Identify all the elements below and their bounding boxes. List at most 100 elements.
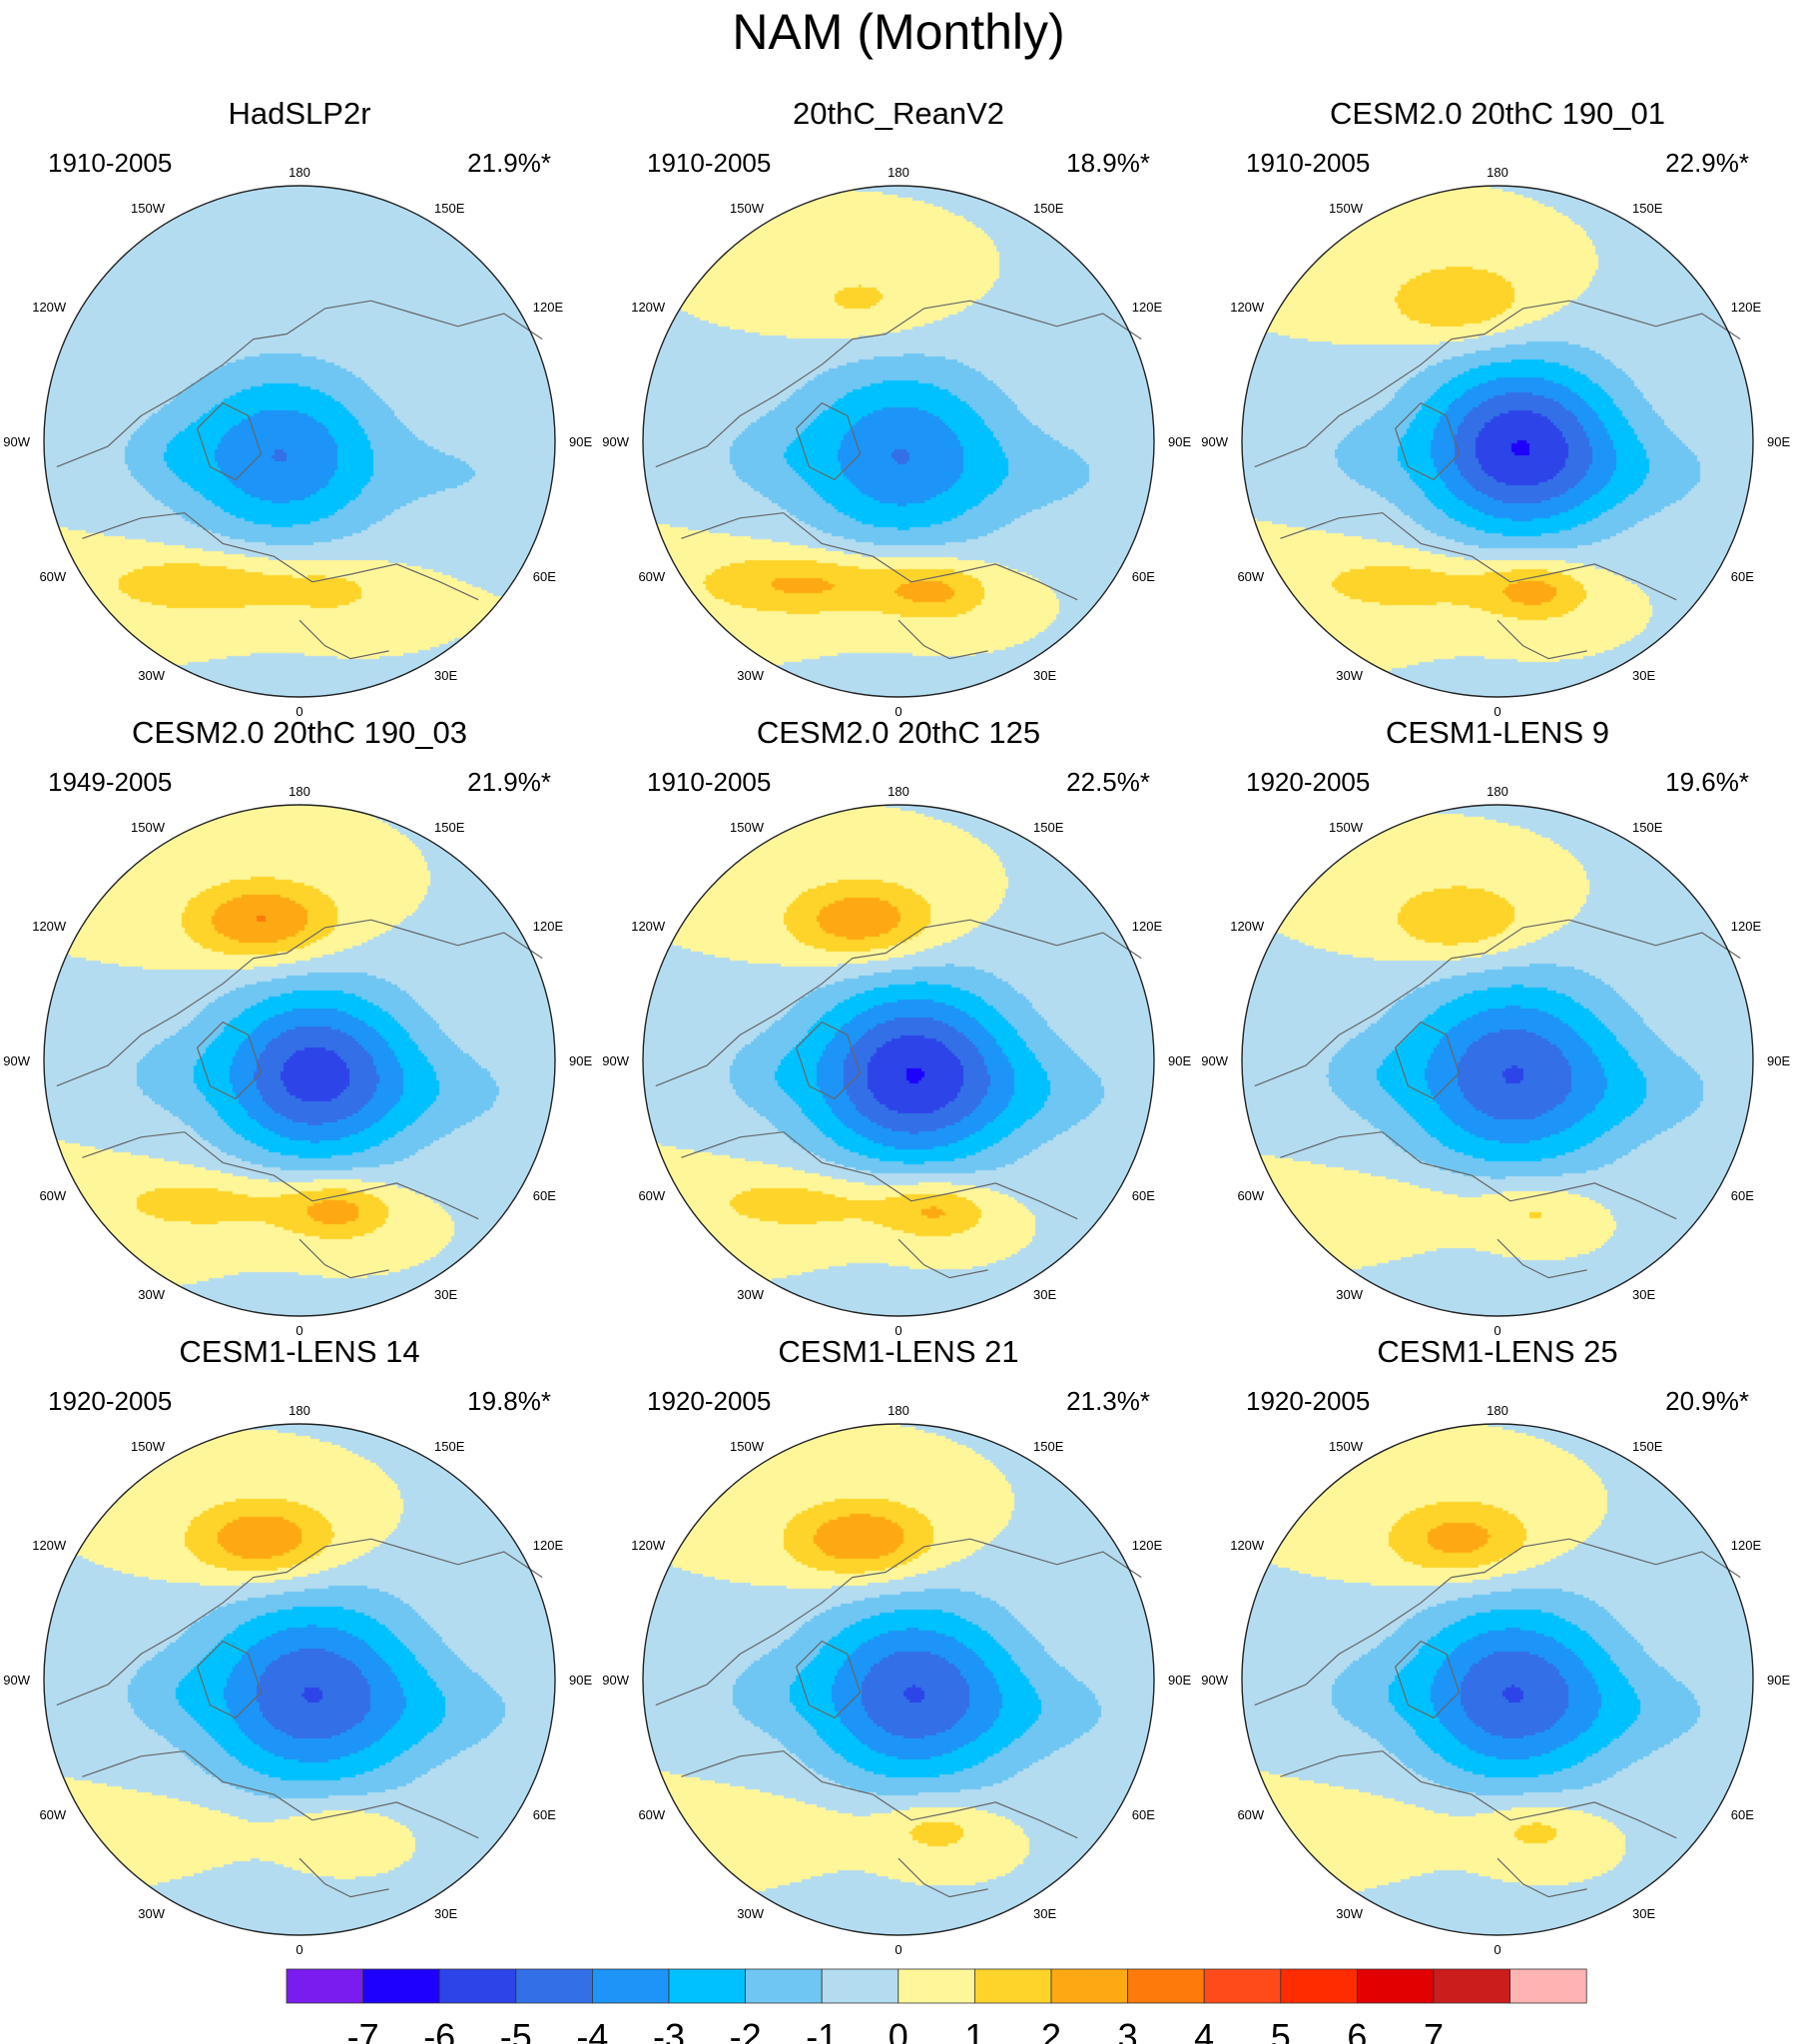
map-panel: 20thC_ReanV2 1910-2005 18.9%* 180 150E 120E 90…: [599, 96, 1198, 719]
field-shading: [44, 186, 555, 697]
longitude-label: 150E: [1033, 820, 1064, 835]
longitude-label: 180: [888, 165, 909, 180]
panel-variance: 21.3%*: [1066, 1386, 1150, 1416]
longitude-label: 120W: [32, 300, 67, 315]
coastlines: [1254, 919, 1741, 1279]
longitude-label: 150W: [131, 820, 166, 835]
colorbar-box: [286, 1968, 363, 2004]
colorbar-label: 5: [1271, 2016, 1291, 2044]
longitude-label: 30E: [1632, 668, 1655, 683]
panel-period: 1920-2005: [1246, 1386, 1371, 1416]
coastlines: [56, 300, 543, 660]
field-shading: [44, 805, 555, 1316]
map-overlay: 180 150E 120E 90E 60E 30E 0 30W 60W 90W 120W 150W: [602, 784, 1191, 1338]
panel-title: HadSLP2r: [228, 96, 371, 131]
longitude-label: 120W: [631, 919, 666, 934]
longitude-label: 150W: [730, 201, 765, 216]
map-panel: CESM2.0 20thC 190_03 1949-2005 21.9%* 180 15…: [0, 715, 599, 1338]
longitude-label: 0: [895, 1942, 901, 1957]
map-panel: CESM2.0 20thC 190_01 1910-2005 22.9%* 180 15…: [1198, 96, 1797, 719]
longitude-label: 60E: [1132, 1807, 1155, 1822]
field-shading: [1242, 1424, 1753, 1935]
longitude-label: 120E: [1132, 1538, 1163, 1553]
longitude-label: 150E: [434, 1439, 465, 1454]
longitude-label: 0: [1494, 704, 1500, 719]
longitude-label: 60W: [638, 1807, 665, 1822]
longitude-label: 150E: [1632, 1439, 1663, 1454]
field-shading: [1242, 805, 1753, 1316]
longitude-label: 30W: [1336, 668, 1363, 683]
longitude-label: 60W: [638, 1188, 665, 1203]
longitude-label: 30E: [1632, 1906, 1655, 1921]
polar-map: 180 150E 120E 90E 60E 30E 0 30W 60W 90W 120W 150W: [599, 160, 1198, 719]
longitude-label: 60W: [1237, 1188, 1264, 1203]
longitude-label: 180: [289, 165, 310, 180]
map-overlay: 180 150E 120E 90E 60E 30E 0 30W 60W 90W 120W 150W: [3, 165, 592, 719]
colorbar-box: [745, 1968, 823, 2004]
panel-period: 1920-2005: [1246, 767, 1371, 797]
longitude-label: 90W: [602, 434, 629, 449]
panel-variance: 22.9%*: [1665, 148, 1749, 178]
longitude-label: 30W: [138, 1287, 165, 1302]
longitude-label: 60E: [1731, 1188, 1754, 1203]
map-overlay: 180 150E 120E 90E 60E 30E 0 30W 60W 90W 120W 150W: [3, 1403, 592, 1957]
map-boundary: [642, 185, 1155, 698]
colorbar-box: [1280, 1968, 1358, 2004]
longitude-label: 30W: [737, 1906, 764, 1921]
longitude-label: 150W: [131, 201, 166, 216]
figure-title: NAM (Monthly): [732, 4, 1065, 60]
map-overlay: 180 150E 120E 90E 60E 30E 0 30W 60W 90W 120W 150W: [1201, 1403, 1790, 1957]
longitude-label: 120W: [1230, 919, 1265, 934]
panel-period: 1910-2005: [1246, 148, 1371, 178]
polar-map: 180 150E 120E 90E 60E 30E 0 30W 60W 90W 120W 150W: [1198, 160, 1797, 719]
panel-period: 1910-2005: [647, 148, 772, 178]
colorbar-box: [668, 1968, 746, 2004]
map-overlay: 180 150E 120E 90E 60E 30E 0 30W 60W 90W 120W 150W: [602, 1403, 1191, 1957]
longitude-label: 120W: [631, 300, 666, 315]
longitude-label: 120E: [533, 300, 564, 315]
longitude-label: 0: [296, 704, 302, 719]
colorbar-box: [974, 1968, 1052, 2004]
map-overlay: 180 150E 120E 90E 60E 30E 0 30W 60W 90W 120W 150W: [1201, 165, 1790, 719]
longitude-label: 0: [296, 1323, 302, 1338]
longitude-label: 0: [1494, 1942, 1500, 1957]
field-shading: [643, 805, 1154, 1316]
panel-variance: 22.5%*: [1066, 767, 1150, 797]
longitude-label: 0: [895, 704, 901, 719]
colorbar-box: [1357, 1968, 1435, 2004]
longitude-label: 150W: [1329, 201, 1364, 216]
map-overlay: 180 150E 120E 90E 60E 30E 0 30W 60W 90W 120W 150W: [1201, 784, 1790, 1338]
longitude-label: 150W: [1329, 820, 1364, 835]
map-boundary: [1241, 185, 1754, 698]
panel-title: CESM2.0 20thC 190_01: [1329, 96, 1666, 131]
panel-variance: 19.6%*: [1665, 767, 1749, 797]
field-shading: [643, 1424, 1154, 1935]
panel-period: 1910-2005: [647, 767, 772, 797]
coastlines: [56, 919, 543, 1279]
colorbar-box: [515, 1968, 593, 2004]
longitude-label: 30W: [737, 1287, 764, 1302]
longitude-label: 60E: [1731, 569, 1754, 584]
longitude-label: 120E: [1731, 919, 1762, 934]
colorbar-label: 6: [1347, 2016, 1367, 2044]
longitude-label: 30W: [138, 668, 165, 683]
longitude-label: 150E: [1033, 201, 1064, 216]
longitude-label: 120E: [533, 1538, 564, 1553]
longitude-label: 60E: [533, 1188, 556, 1203]
polar-map: 180 150E 120E 90E 60E 30E 0 30W 60W 90W 120W 150W: [599, 1398, 1198, 1957]
polar-map: 180 150E 120E 90E 60E 30E 0 30W 60W 90W 120W 150W: [0, 160, 599, 719]
longitude-label: 150E: [1632, 820, 1663, 835]
longitude-label: 150E: [1033, 1439, 1064, 1454]
map-boundary: [1241, 1423, 1754, 1936]
map-overlay: 180 150E 120E 90E 60E 30E 0 30W 60W 90W 120W 150W: [602, 165, 1191, 719]
panel-title: 20thC_ReanV2: [793, 96, 1004, 131]
longitude-label: 180: [289, 784, 310, 799]
map-boundary: [43, 185, 556, 698]
panel-title: CESM1-LENS 9: [1386, 715, 1609, 750]
longitude-label: 150W: [730, 820, 765, 835]
panel-variance: 18.9%*: [1066, 148, 1150, 178]
polar-map: 180 150E 120E 90E 60E 30E 0 30W 60W 90W 120W 150W: [599, 779, 1198, 1338]
longitude-label: 90E: [1168, 1053, 1191, 1068]
colorbar-label: 0: [889, 2016, 908, 2044]
longitude-label: 30E: [434, 1287, 457, 1302]
